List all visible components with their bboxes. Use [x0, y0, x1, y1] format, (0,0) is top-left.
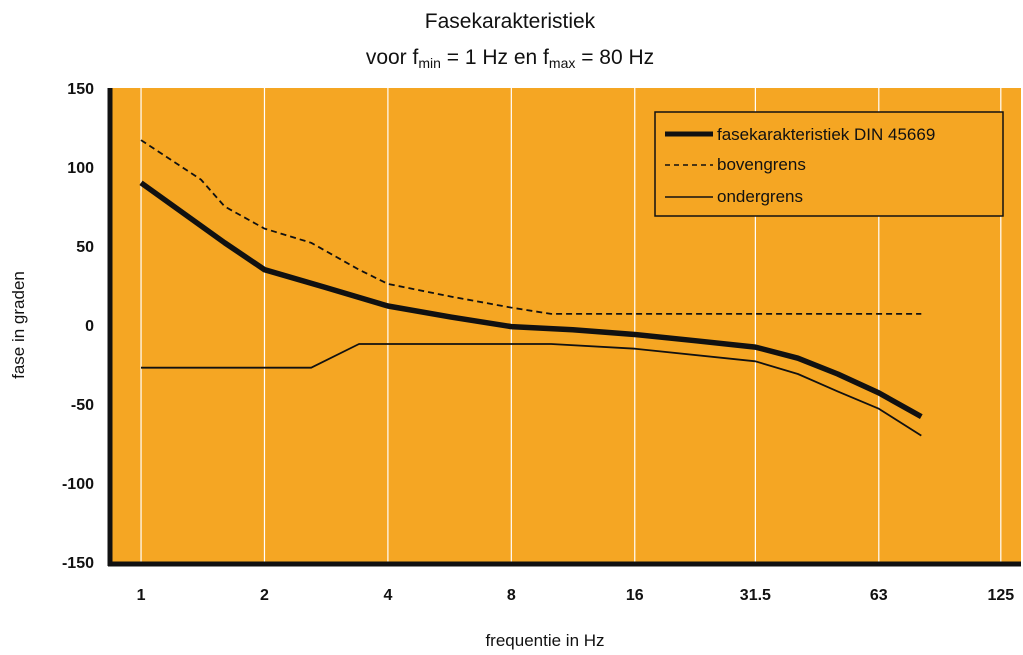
x-tick-label: 16	[626, 587, 644, 604]
x-tick-label: 8	[507, 587, 516, 604]
y-tick-label: 100	[67, 160, 94, 177]
chart-subtitle: voor fmin = 1 Hz en fmax = 80 Hz	[366, 46, 654, 71]
legend-label-din: fasekarakteristiek DIN 45669	[717, 125, 935, 144]
y-tick-label: 0	[85, 318, 94, 335]
legend: fasekarakteristiek DIN 45669 bovengrens …	[654, 111, 1004, 217]
series-line-thick	[139, 180, 923, 420]
legend-label-bovengrens: bovengrens	[717, 155, 806, 174]
x-axis-label: frequentie in Hz	[485, 631, 604, 650]
y-tick-label: -50	[71, 397, 94, 414]
legend-label-ondergrens: ondergrens	[717, 187, 803, 206]
chart-title: Fasekarakteristiek	[425, 10, 596, 33]
y-tick-labels: 150 100 50 0 -50 -100 -150	[62, 81, 94, 572]
series-layer	[139, 139, 923, 437]
x-tick-label: 31.5	[740, 587, 771, 604]
x-tick-label: 63	[870, 587, 888, 604]
y-tick-label: -100	[62, 476, 94, 493]
y-tick-label: -150	[62, 555, 94, 572]
y-tick-label: 150	[67, 81, 94, 98]
x-tick-label: 125	[987, 587, 1014, 604]
x-tick-label: 4	[383, 587, 392, 604]
x-tick-label: 1	[137, 587, 146, 604]
series-line-dashed	[140, 139, 922, 315]
x-tick-label: 2	[260, 587, 269, 604]
y-tick-label: 50	[76, 239, 94, 256]
legend-box	[654, 111, 1004, 217]
x-tick-labels: 1 2 4 8 16 31.5 63 125	[137, 587, 1015, 604]
y-axis-label: fase in graden	[9, 271, 28, 379]
series-line-thin	[141, 343, 922, 437]
